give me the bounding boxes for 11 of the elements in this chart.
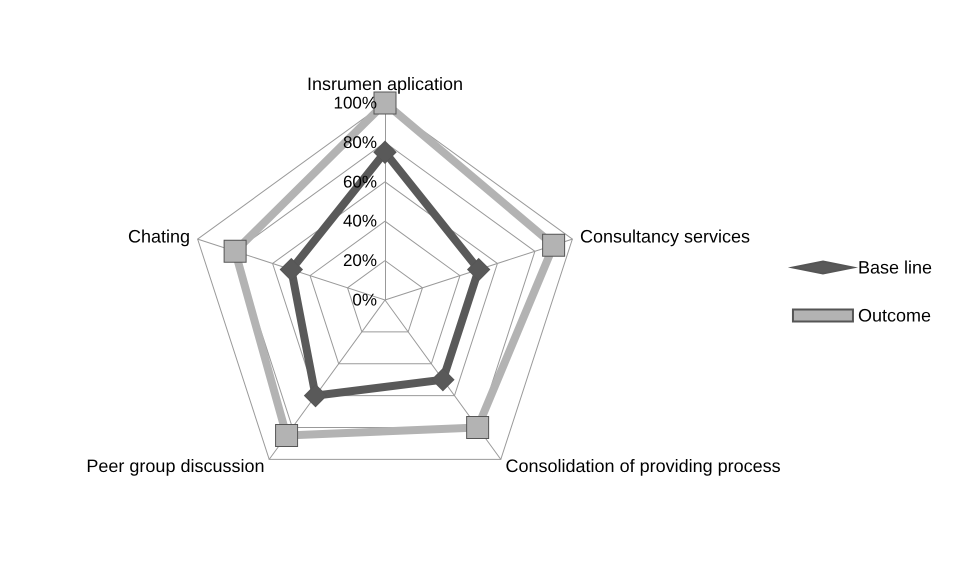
spoke-label: Consolidation of providing process [505, 456, 781, 476]
y-tick-label: 0% [352, 290, 377, 310]
spoke-label: Peer group discussion [86, 456, 265, 476]
spoke-label: Chating [128, 226, 190, 247]
y-tick-label: 40% [342, 212, 377, 231]
legend-label: Outcome [858, 306, 931, 326]
y-tick-label: 20% [342, 251, 377, 270]
y-tick-label: 80% [342, 132, 377, 152]
legend-label: Base line [858, 258, 932, 278]
spoke-label: Consultancy services [580, 226, 750, 247]
spoke-label: Insrumen aplication [306, 74, 464, 94]
